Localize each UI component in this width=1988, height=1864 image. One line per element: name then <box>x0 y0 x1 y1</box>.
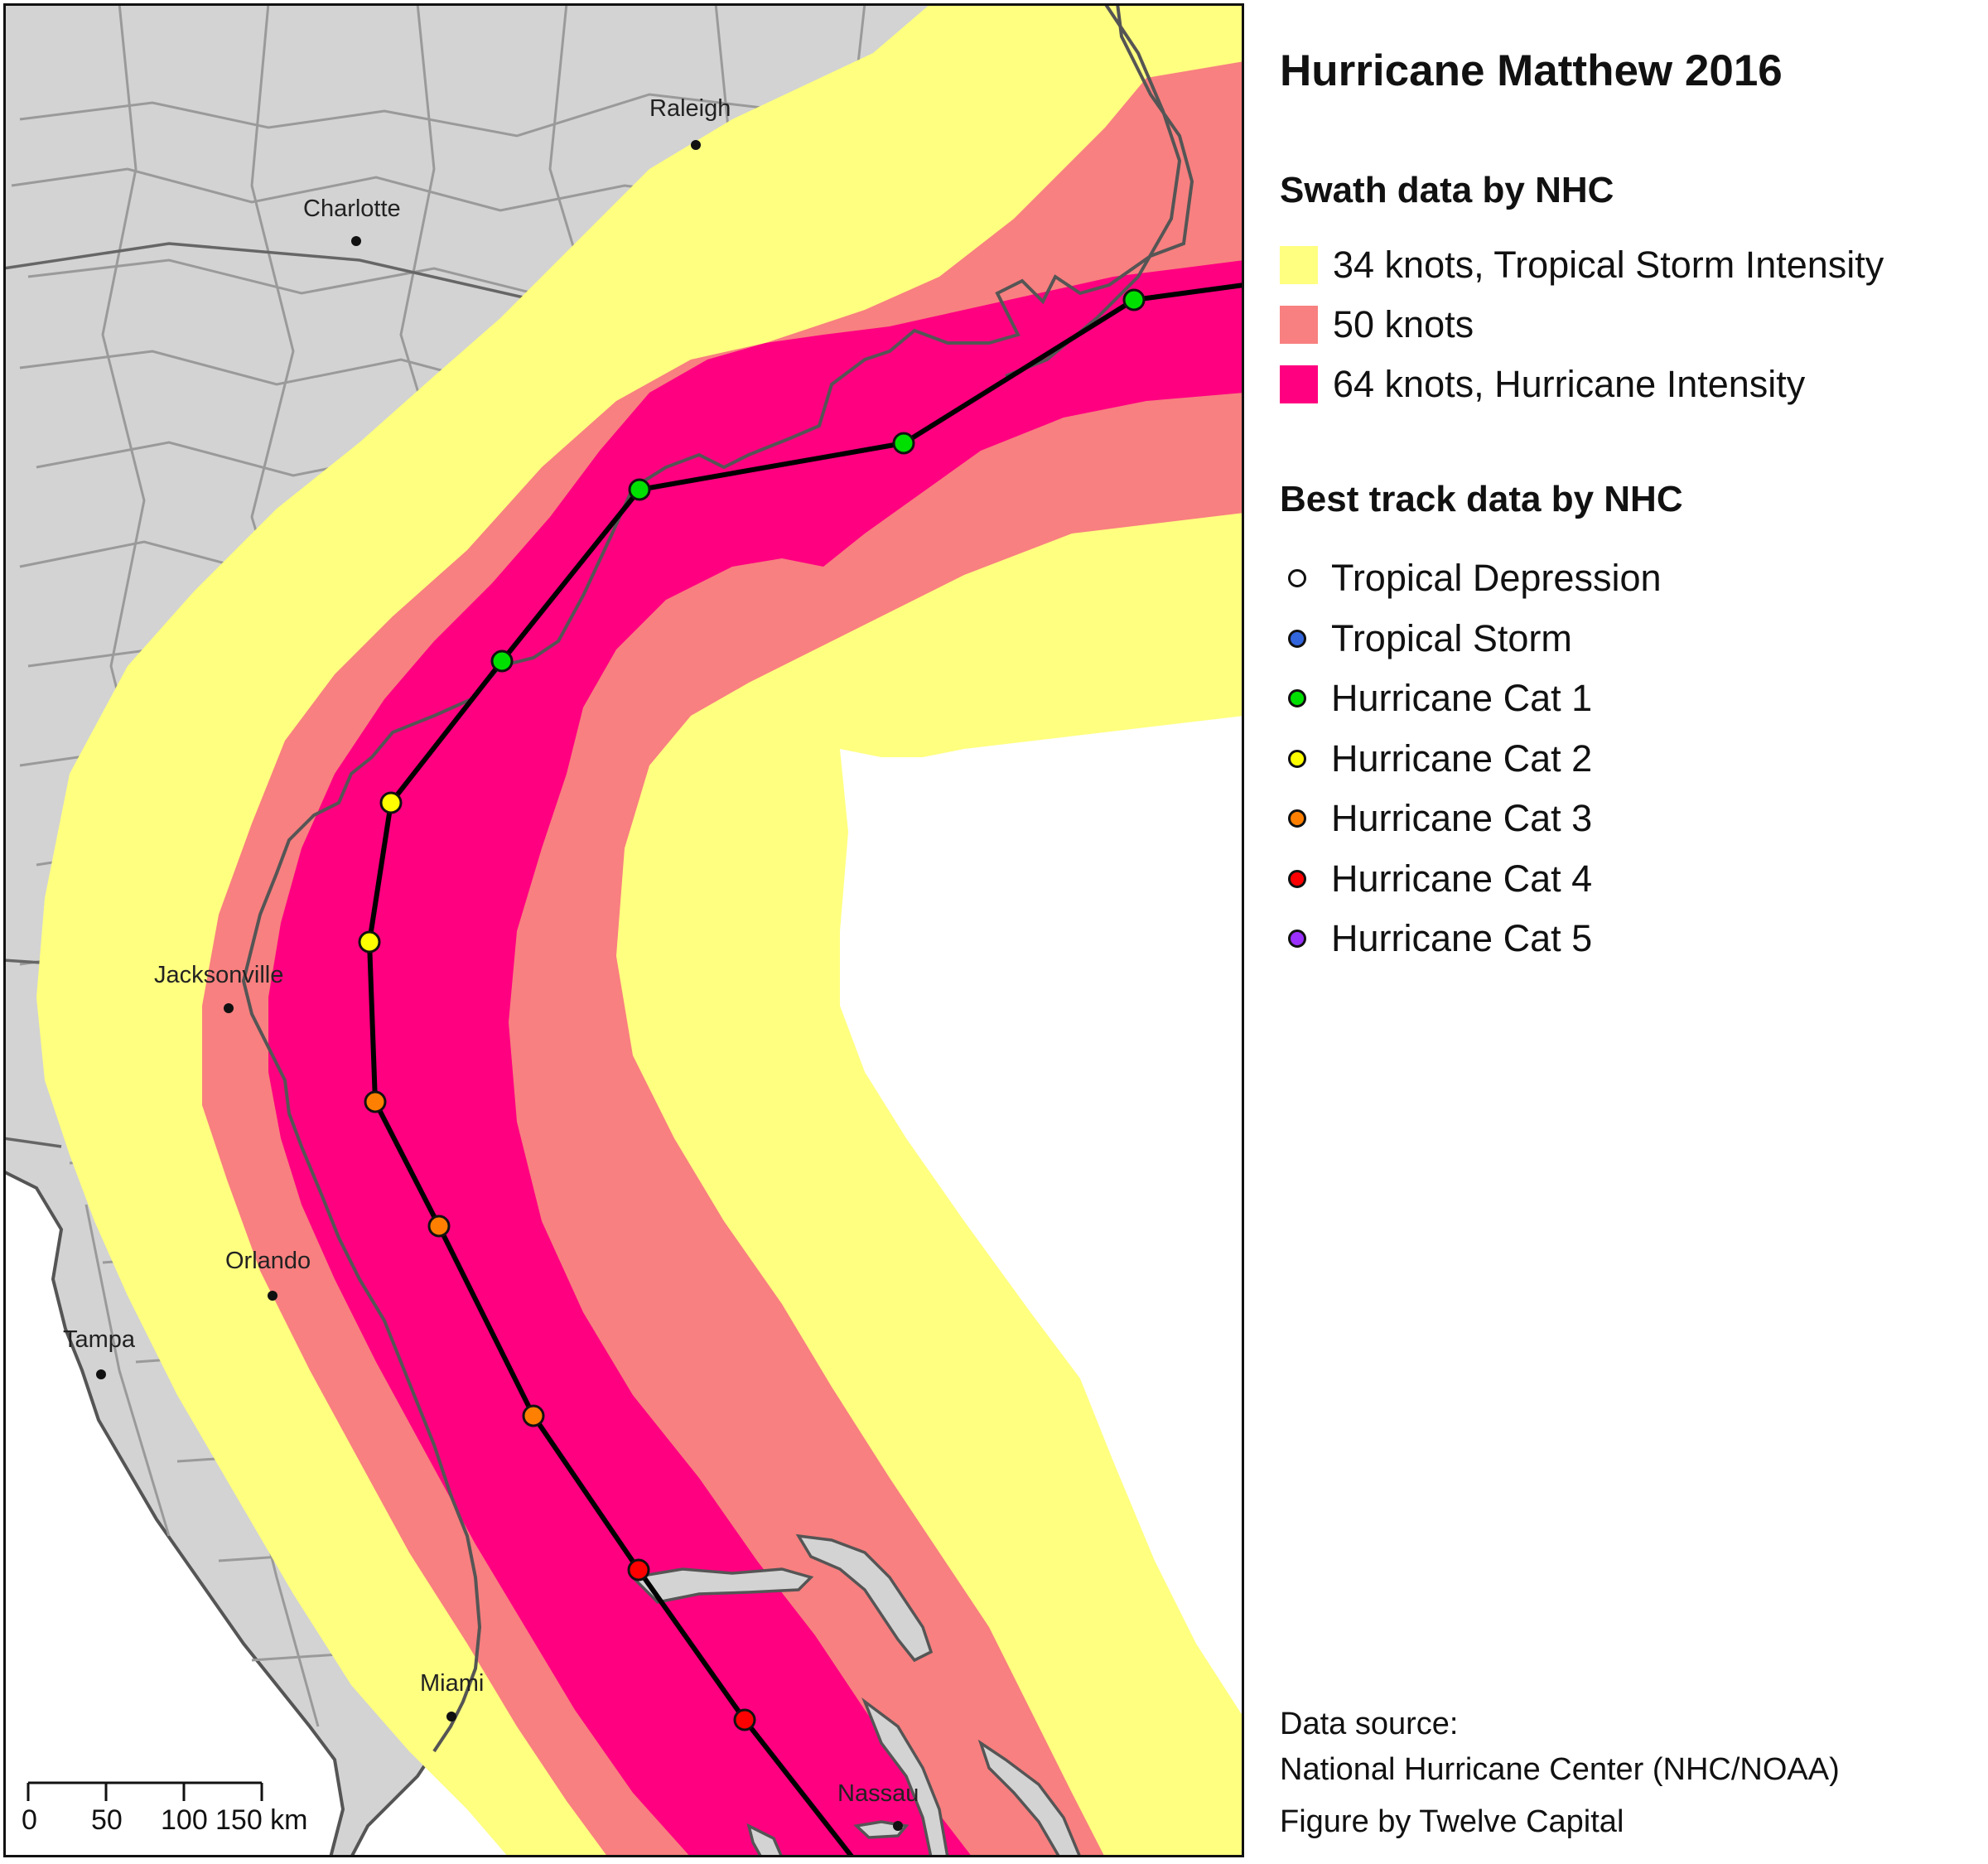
scale-tick-2: 100 <box>161 1804 208 1836</box>
scale-tick-1: 50 <box>91 1804 123 1836</box>
swath-legend-label: 64 knots, Hurricane Intensity <box>1333 363 1806 405</box>
city-dot <box>96 1369 106 1379</box>
track-point[interactable] <box>1122 288 1146 311</box>
swath-legend-label: 34 knots, Tropical Storm Intensity <box>1333 244 1884 286</box>
swath-legend-label: 50 knots <box>1333 303 1474 345</box>
track-legend-dot <box>1288 869 1306 888</box>
swath-legend-item: 34 knots, Tropical Storm Intensity <box>1280 240 1884 290</box>
swath-section-title: Swath data by NHC <box>1280 170 1614 210</box>
legend-panel: Hurricane Matthew 2016 Swath data by NHC… <box>1280 0 1984 1864</box>
source-line-2: National Hurricane Center (NHC/NOAA) <box>1280 1752 1840 1787</box>
track-point[interactable] <box>364 1090 387 1113</box>
city-dot <box>351 236 361 246</box>
track-legend-dot <box>1288 569 1306 587</box>
scale-tick-3: 150 km <box>215 1804 308 1836</box>
swath-legend-item: 50 knots <box>1280 300 1474 350</box>
track-point[interactable] <box>379 791 403 814</box>
swath-swatch <box>1280 306 1318 344</box>
track-section-title: Best track data by NHC <box>1280 479 1683 519</box>
source-line-3: Figure by Twelve Capital <box>1280 1804 1624 1839</box>
track-legend-label: Hurricane Cat 5 <box>1331 917 1593 959</box>
track-legend-label: Hurricane Cat 3 <box>1331 797 1593 839</box>
track-legend-dot <box>1288 930 1306 948</box>
track-legend-label: Hurricane Cat 2 <box>1331 736 1593 780</box>
track-legend-label: Hurricane Cat 4 <box>1331 857 1593 900</box>
swath-legend-item: 64 knots, Hurricane Intensity <box>1280 360 1805 409</box>
track-legend-item: Hurricane Cat 3 <box>1280 794 1592 843</box>
track-legend-dot <box>1288 629 1306 648</box>
track-point[interactable] <box>427 1214 451 1238</box>
track-legend-item: Hurricane Cat 5 <box>1280 914 1592 963</box>
swath-swatch <box>1280 365 1318 403</box>
track-legend-dot <box>1288 809 1306 828</box>
track-point[interactable] <box>490 650 514 673</box>
scale-bar: 0 50 100 150 km <box>22 1781 308 1836</box>
track-point[interactable] <box>358 930 381 954</box>
scale-tick-0: 0 <box>22 1804 37 1836</box>
track-point[interactable] <box>733 1708 756 1731</box>
city-dot <box>691 140 701 150</box>
city-dot <box>268 1291 277 1301</box>
track-legend-item: Hurricane Cat 1 <box>1280 674 1592 723</box>
city-label: Miami <box>420 1670 484 1697</box>
track-legend-label: Tropical Storm <box>1331 616 1572 659</box>
track-legend-item: Tropical Depression <box>1280 553 1662 603</box>
track-point[interactable] <box>522 1404 545 1427</box>
city-dot <box>446 1712 456 1722</box>
map-panel[interactable]: Raleigh Charlotte Jacksonville Orlando Tampa… <box>3 3 1244 1857</box>
track-legend-label: Tropical Depression <box>1331 557 1662 599</box>
swath-swatch <box>1280 246 1318 284</box>
city-label: Orlando <box>225 1248 311 1274</box>
city-label: Jacksonville <box>154 962 283 988</box>
map-frame <box>3 3 1244 1857</box>
track-point[interactable] <box>628 478 651 501</box>
track-point[interactable] <box>627 1558 650 1582</box>
track-legend-dot <box>1288 689 1306 707</box>
track-legend-item: Hurricane Cat 4 <box>1280 854 1592 904</box>
source-line-1: Data source: <box>1280 1707 1459 1741</box>
track-legend-dot <box>1288 749 1306 768</box>
legend-title: Hurricane Matthew 2016 <box>1280 46 1783 95</box>
bahamas-islands <box>630 1533 1082 1857</box>
gulf-water <box>3 1169 345 1857</box>
city-dot <box>893 1821 903 1831</box>
city-dot <box>224 1003 234 1013</box>
city-label: Raleigh <box>649 95 731 122</box>
city-label: Charlotte <box>303 196 401 222</box>
track-legend-label: Hurricane Cat 1 <box>1331 677 1593 719</box>
city-label: Tampa <box>63 1326 136 1353</box>
track-point[interactable] <box>892 432 915 455</box>
track-legend-item: Hurricane Cat 2 <box>1280 734 1592 784</box>
city-label: Nassau <box>837 1780 919 1807</box>
track-legend-item: Tropical Storm <box>1280 614 1572 664</box>
